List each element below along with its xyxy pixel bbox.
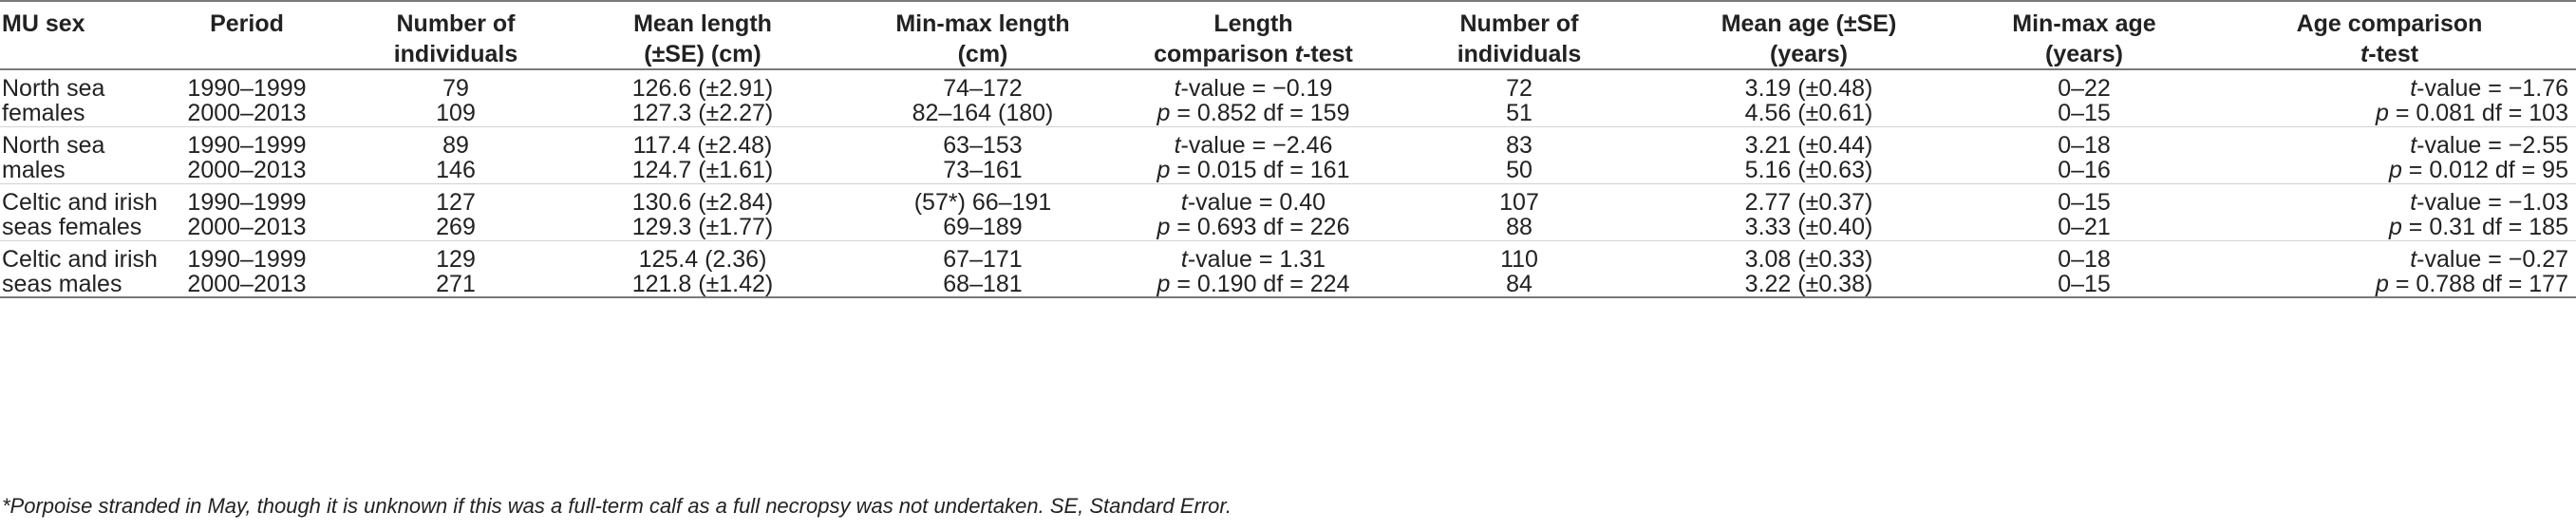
mean-length-cell: 126.6 (±2.91) 127.3 (±2.27) xyxy=(560,69,845,127)
min-max-length-cell: 74–172 82–164 (180) xyxy=(845,69,1120,127)
min-max-length-cell: 63–153 73–161 xyxy=(845,126,1120,184)
min-max-length-cell: (57*) 66–191 69–189 xyxy=(845,183,1120,241)
mean-age-cell: 3.21 (±0.44) 5.16 (±0.63) xyxy=(1652,126,1965,184)
header-mean-age: Mean age (±SE) (years) xyxy=(1720,10,1897,67)
number-age-cell: 110 84 xyxy=(1386,240,1652,298)
header-number-individuals-age: Number of individuals xyxy=(1457,10,1582,67)
length-ttest-cell: t-value = 1.31 p = 0.190 df = 224 xyxy=(1120,240,1386,298)
table-row: North sea females 1990–1999 2000–2013 79… xyxy=(0,69,2576,127)
header-number-individuals-length: Number of individuals xyxy=(393,10,518,67)
min-max-age-cell: 0–18 0–16 xyxy=(1965,126,2203,184)
header-mu-sex: MU sex xyxy=(2,10,85,37)
header-age-comparison: Age comparison t-test xyxy=(2296,10,2483,67)
number-length-cell: 79 109 xyxy=(351,69,560,127)
age-ttest-cell: t-value = −1.03 p = 0.31 df = 185 xyxy=(2203,183,2576,241)
number-age-cell: 83 50 xyxy=(1386,126,1652,184)
header-min-max-age: Min-max age (years) xyxy=(2012,10,2156,67)
mu-sex-cell: Celtic and irish seas males xyxy=(0,240,158,298)
mean-age-cell: 3.08 (±0.33) 3.22 (±0.38) xyxy=(1652,240,1965,298)
mean-age-cell: 3.19 (±0.48) 4.56 (±0.61) xyxy=(1652,69,1965,127)
table-row: Celtic and irish seas females 1990–1999 … xyxy=(0,183,2576,241)
length-ttest-cell: t-value = −2.46 p = 0.015 df = 161 xyxy=(1120,126,1386,184)
number-length-cell: 127 269 xyxy=(351,183,560,241)
period-cell: 1990–1999 2000–2013 xyxy=(142,240,351,298)
header-period: Period xyxy=(210,10,284,37)
period-cell: 1990–1999 2000–2013 xyxy=(142,126,351,184)
period-cell: 1990–1999 2000–2013 xyxy=(142,69,351,127)
length-ttest-cell: t-value = −0.19 p = 0.852 df = 159 xyxy=(1120,69,1386,127)
mean-length-cell: 130.6 (±2.84) 129.3 (±1.77) xyxy=(560,183,845,241)
mean-length-cell: 117.4 (±2.48) 124.7 (±1.61) xyxy=(560,126,845,184)
mu-sex-cell: North sea females xyxy=(0,69,142,127)
age-ttest-cell: t-value = −0.27 p = 0.788 df = 177 xyxy=(2203,240,2576,298)
min-max-age-cell: 0–18 0–15 xyxy=(1965,240,2203,298)
header-row: MU sex Period Number of individuals Mean… xyxy=(0,1,2576,69)
header-length-comparison: Length comparison t-test xyxy=(1154,10,1353,67)
age-ttest-cell: t-value = −2.55 p = 0.012 df = 95 xyxy=(2203,126,2576,184)
table-footnote: *Porpoise stranded in May, though it is … xyxy=(2,494,1232,518)
number-length-cell: 129 271 xyxy=(351,240,560,298)
header-mean-length: Mean length (±SE) (cm) xyxy=(633,10,772,67)
table-row: North sea males 1990–1999 2000–2013 89 1… xyxy=(0,126,2576,184)
mu-sex-cell: Celtic and irish seas females xyxy=(0,183,158,241)
mean-length-cell: 125.4 (2.36) 121.8 (±1.42) xyxy=(560,240,845,298)
min-max-age-cell: 0–15 0–21 xyxy=(1965,183,2203,241)
min-max-length-cell: 67–171 68–181 xyxy=(845,240,1120,298)
table-row: Celtic and irish seas males 1990–1999 20… xyxy=(0,240,2576,298)
data-table-container: MU sex Period Number of individuals Mean… xyxy=(0,1,2576,298)
period-cell: 1990–1999 2000–2013 xyxy=(142,183,351,241)
age-ttest-cell: t-value = −1.76 p = 0.081 df = 103 xyxy=(2203,69,2576,127)
number-length-cell: 89 146 xyxy=(351,126,560,184)
data-table: MU sex Period Number of individuals Mean… xyxy=(0,1,2576,298)
number-age-cell: 72 51 xyxy=(1386,69,1652,127)
min-max-age-cell: 0–22 0–15 xyxy=(1965,69,2203,127)
number-age-cell: 107 88 xyxy=(1386,183,1652,241)
length-ttest-cell: t-value = 0.40 p = 0.693 df = 226 xyxy=(1120,183,1386,241)
mu-sex-cell: North sea males xyxy=(0,126,142,184)
mean-age-cell: 2.77 (±0.37) 3.33 (±0.40) xyxy=(1652,183,1965,241)
header-min-max-length: Min-max length (cm) xyxy=(895,10,1070,67)
